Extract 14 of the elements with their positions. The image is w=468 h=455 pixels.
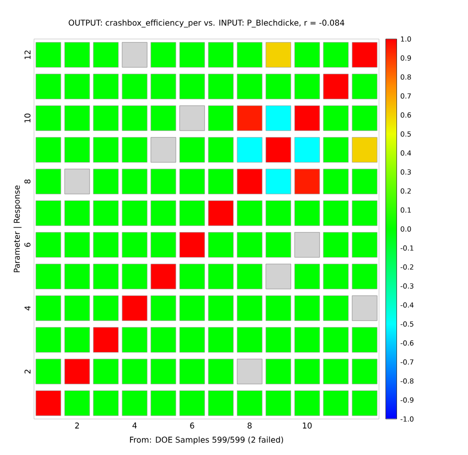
y-tick-label: 6 — [24, 242, 30, 247]
text: From: DOE Samples 599/599 (2 failed) — [130, 436, 284, 444]
x-tick-label: 10 — [302, 422, 312, 429]
x-tick-label: 8 — [248, 422, 252, 429]
y-tick-label: 8 — [24, 179, 30, 184]
x-tick-label: 6 — [190, 422, 194, 429]
y-tick-label: 12 — [24, 50, 30, 60]
chart-title: OUTPUT: crashbox_efficiency_per vs. INPUT: P_Blechdicke, r = -0.084 — [68, 20, 344, 28]
y-tick-label: 4 — [24, 306, 30, 310]
y-tick-label: 2 — [24, 370, 30, 374]
y-axis-title: Parameter | Response — [14, 186, 22, 272]
x-tick-label: 4 — [132, 422, 137, 428]
y-tick-label: 10 — [24, 114, 30, 122]
x-tick-label: 2 — [75, 422, 79, 428]
